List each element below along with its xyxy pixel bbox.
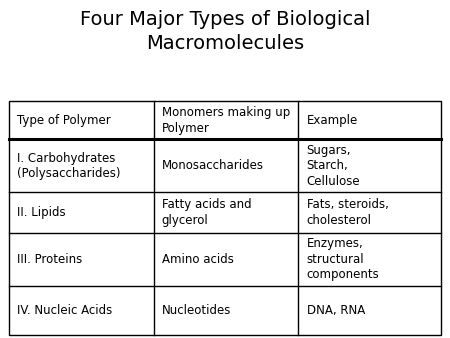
Text: Monosaccharides: Monosaccharides (162, 159, 264, 172)
Text: Type of Polymer: Type of Polymer (17, 114, 111, 127)
Text: Enzymes,
structural
components: Enzymes, structural components (306, 237, 379, 281)
Text: Nucleotides: Nucleotides (162, 304, 231, 317)
Text: II. Lipids: II. Lipids (17, 206, 66, 219)
Text: DNA, RNA: DNA, RNA (306, 304, 365, 317)
Text: Sugars,
Starch,
Cellulose: Sugars, Starch, Cellulose (306, 144, 360, 188)
Text: III. Proteins: III. Proteins (17, 252, 82, 266)
Bar (9, 101, 441, 335)
Text: Example: Example (306, 114, 358, 127)
Text: Fatty acids and
glycerol: Fatty acids and glycerol (162, 198, 252, 227)
Text: Fats, steroids,
cholesterol: Fats, steroids, cholesterol (306, 198, 388, 227)
Text: Monomers making up
Polymer: Monomers making up Polymer (162, 106, 290, 135)
Text: Four Major Types of Biological
Macromolecules: Four Major Types of Biological Macromole… (80, 10, 370, 53)
Text: Amino acids: Amino acids (162, 252, 234, 266)
Text: I. Carbohydrates
(Polysaccharides): I. Carbohydrates (Polysaccharides) (17, 151, 121, 180)
Text: IV. Nucleic Acids: IV. Nucleic Acids (17, 304, 112, 317)
